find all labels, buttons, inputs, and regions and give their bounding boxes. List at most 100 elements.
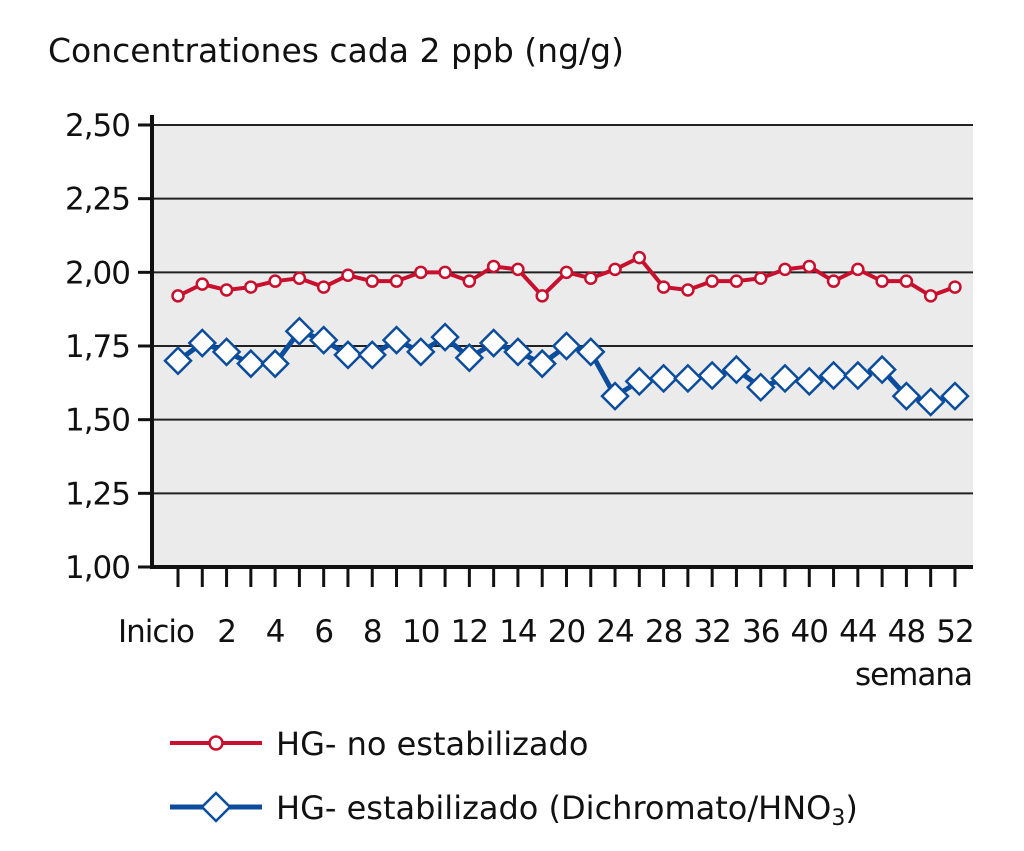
y-tick-labels: 1,00 1,25 1,50 1,75 2,00 2,25 2,50 bbox=[65, 108, 152, 586]
x-tick-labels: Inicio 2 4 6 8 10 12 14 20 24 28 32 36 40 44 48 52 bbox=[118, 567, 975, 650]
data-point bbox=[478, 328, 509, 358]
data-point bbox=[365, 274, 379, 288]
x-tick-label: 12 bbox=[451, 614, 488, 650]
data-point bbox=[341, 268, 355, 283]
data-point bbox=[559, 265, 574, 280]
data-point bbox=[632, 250, 647, 265]
data-point bbox=[236, 348, 266, 379]
legend-label-suffix: ) bbox=[845, 789, 857, 827]
data-point bbox=[948, 280, 962, 294]
data-point bbox=[511, 262, 525, 277]
data-point bbox=[163, 345, 193, 376]
x-tick-label: 36 bbox=[742, 614, 779, 650]
data-point bbox=[438, 265, 452, 280]
data-point bbox=[681, 283, 695, 297]
y-tick-label: 1,00 bbox=[65, 550, 130, 586]
data-point bbox=[292, 271, 307, 285]
x-tick-label: Inicio bbox=[118, 614, 194, 650]
data-point bbox=[575, 337, 606, 367]
y-tick-label: 2,50 bbox=[65, 108, 130, 144]
y-tick-label: 2,25 bbox=[65, 182, 130, 218]
legend-label-subscript: 3 bbox=[831, 806, 845, 831]
x-tick-label: 28 bbox=[645, 614, 682, 650]
x-tick-label: 44 bbox=[839, 614, 876, 650]
data-point bbox=[705, 274, 719, 288]
legend-label-text: HG- no estabilizado bbox=[276, 725, 588, 763]
data-point bbox=[940, 381, 970, 411]
x-tick-label: 40 bbox=[791, 614, 828, 650]
data-point bbox=[527, 348, 557, 379]
data-point bbox=[584, 271, 598, 285]
x-tick-label: 48 bbox=[888, 614, 925, 650]
data-point bbox=[535, 289, 549, 303]
data-point bbox=[284, 316, 315, 347]
data-point bbox=[503, 337, 533, 367]
series-no-estabilizado bbox=[171, 250, 962, 303]
y-axis-label: Concentrationes cada 2 ppb (ng/g) bbox=[48, 31, 624, 70]
data-point bbox=[462, 274, 477, 288]
data-point bbox=[648, 363, 679, 394]
data-point bbox=[915, 387, 946, 417]
legend-item-estabilizado: HG- estabilizado (Dichromato/HNO3) bbox=[170, 789, 858, 831]
data-point bbox=[171, 289, 185, 303]
data-point bbox=[357, 340, 388, 370]
data-point bbox=[753, 271, 768, 285]
data-point bbox=[802, 259, 817, 274]
x-tick-label: 2 bbox=[217, 614, 236, 650]
legend-item-no-estabilizado: HG- no estabilizado bbox=[170, 725, 588, 763]
data-point bbox=[843, 360, 873, 391]
x-axis-label: semana bbox=[855, 657, 972, 693]
y-tick-label: 1,75 bbox=[65, 329, 130, 365]
data-point bbox=[923, 289, 938, 303]
data-point bbox=[430, 322, 460, 352]
x-tick-label: 8 bbox=[363, 614, 382, 650]
x-tick-label: 24 bbox=[596, 614, 633, 650]
data-point bbox=[818, 360, 849, 391]
x-tick-label: 32 bbox=[693, 614, 730, 650]
data-point bbox=[308, 325, 339, 355]
x-tick-label: 4 bbox=[266, 614, 285, 650]
data-point bbox=[486, 259, 501, 274]
data-point bbox=[656, 280, 671, 294]
legend: HG- no estabilizado HG- estabilizado (Di… bbox=[170, 725, 858, 831]
series-estabilizado bbox=[163, 316, 970, 417]
y-tick-label: 1,50 bbox=[65, 403, 130, 439]
data-point bbox=[187, 328, 218, 358]
data-point bbox=[794, 366, 825, 397]
data-point bbox=[867, 354, 897, 385]
data-point bbox=[826, 274, 841, 288]
legend-label: HG- estabilizado (Dichromato/HNO3) bbox=[276, 789, 858, 831]
y-tick-label: 2,00 bbox=[65, 255, 130, 291]
y-tick-label: 1,25 bbox=[65, 476, 130, 512]
data-point bbox=[697, 360, 727, 391]
x-tick-label: 14 bbox=[499, 614, 536, 650]
data-point bbox=[406, 337, 436, 367]
data-point bbox=[268, 274, 282, 288]
data-point bbox=[745, 372, 776, 403]
x-tick-label: 10 bbox=[402, 614, 439, 650]
data-point bbox=[381, 325, 412, 355]
data-point bbox=[721, 354, 752, 385]
data-point bbox=[195, 277, 210, 291]
data-point bbox=[414, 265, 428, 280]
data-point bbox=[891, 381, 922, 411]
data-point bbox=[673, 363, 703, 394]
data-point bbox=[851, 262, 865, 277]
data-point bbox=[899, 274, 914, 288]
legend-swatch-marker bbox=[200, 791, 232, 823]
series-layer bbox=[163, 250, 970, 417]
data-point bbox=[551, 331, 582, 361]
x-tick-label: 52 bbox=[936, 614, 973, 650]
data-point bbox=[770, 363, 800, 394]
data-point bbox=[260, 348, 290, 379]
data-point bbox=[624, 366, 655, 397]
x-tick-label: 6 bbox=[314, 614, 333, 650]
data-point bbox=[219, 283, 234, 297]
data-point bbox=[608, 262, 622, 277]
data-point bbox=[316, 280, 331, 294]
data-point bbox=[333, 340, 363, 370]
data-point bbox=[389, 274, 404, 288]
data-point bbox=[875, 274, 889, 288]
data-point bbox=[729, 274, 744, 288]
